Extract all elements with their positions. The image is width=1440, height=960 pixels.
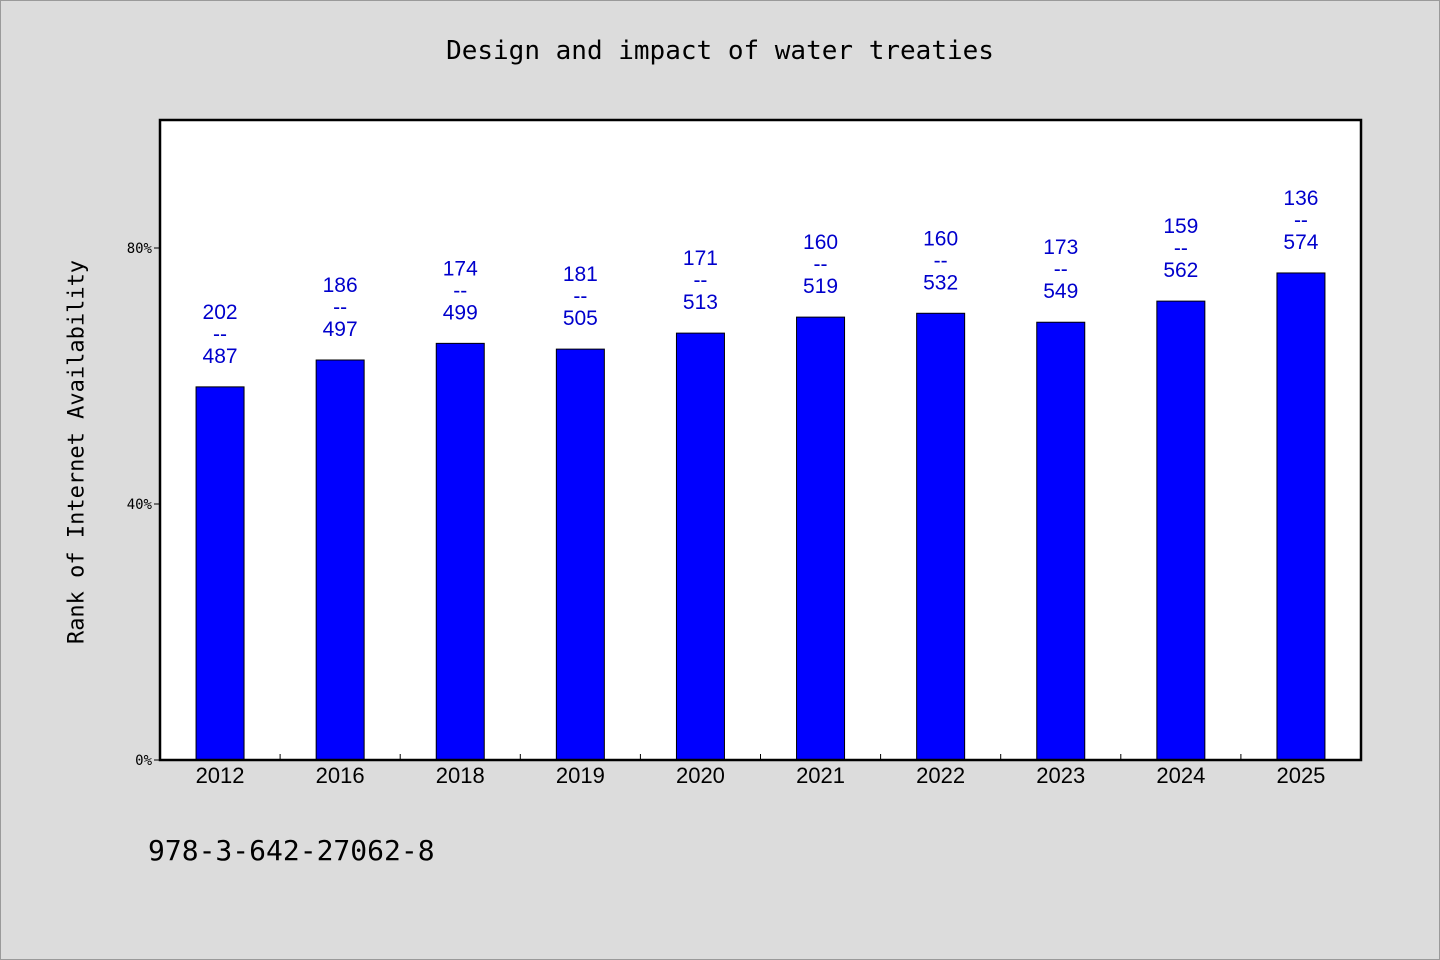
x-tick-label: 2016 [316, 763, 365, 788]
data-label: 159 [1163, 215, 1198, 238]
bar-2021 [796, 316, 846, 761]
data-label: -- [934, 249, 948, 272]
data-label: -- [814, 253, 828, 276]
bar-2024 [1156, 300, 1206, 761]
data-label: 160 [923, 227, 958, 250]
data-label: -- [573, 285, 587, 308]
x-tick-label: 2020 [676, 763, 725, 788]
data-label: -- [693, 269, 707, 292]
y-tick-label: 0% [135, 753, 152, 769]
data-label: 505 [563, 307, 598, 330]
data-label: 186 [323, 274, 358, 297]
data-label: 499 [443, 301, 478, 324]
bar-2023 [1036, 321, 1086, 761]
bar-2025 [1276, 272, 1326, 761]
data-label: 549 [1043, 280, 1078, 303]
x-tick-label: 2025 [1276, 763, 1325, 788]
data-label: 574 [1283, 231, 1318, 254]
y-tick-label: 80% [127, 241, 153, 257]
x-tick-label: 2021 [796, 763, 845, 788]
data-label: 181 [563, 263, 598, 286]
bar-2018 [435, 342, 485, 761]
data-label: 513 [683, 291, 718, 314]
bar-2020 [675, 332, 725, 761]
data-label: 171 [683, 247, 718, 270]
data-label: -- [453, 279, 467, 302]
data-label: 173 [1043, 236, 1078, 259]
data-label: 174 [443, 257, 478, 280]
x-tick-label: 2023 [1036, 763, 1085, 788]
x-tick-label: 2024 [1156, 763, 1205, 788]
data-label: 532 [923, 271, 958, 294]
data-label: -- [1294, 209, 1308, 232]
data-label: 562 [1163, 259, 1198, 282]
chart-title: Design and impact of water treaties [446, 36, 994, 66]
data-label: 202 [203, 301, 238, 324]
bar-2016 [315, 359, 365, 761]
data-label: -- [333, 296, 347, 319]
data-label: -- [213, 323, 227, 346]
data-label: 136 [1283, 187, 1318, 210]
data-label: 497 [323, 318, 358, 341]
data-label: 487 [203, 345, 238, 368]
bar-2012 [195, 386, 245, 761]
x-tick-label: 2019 [556, 763, 605, 788]
x-tick-label: 2022 [916, 763, 965, 788]
x-tick-label: 2018 [436, 763, 485, 788]
data-label: 519 [803, 275, 838, 298]
y-tick-label: 40% [127, 497, 153, 513]
data-label: -- [1174, 237, 1188, 260]
bar-2022 [916, 312, 966, 761]
data-label: 160 [803, 231, 838, 254]
footnote-isbn: 978-3-642-27062-8 [148, 834, 435, 867]
x-tick-label: 2012 [196, 763, 245, 788]
data-label: -- [1054, 258, 1068, 281]
bar-2019 [555, 348, 605, 761]
